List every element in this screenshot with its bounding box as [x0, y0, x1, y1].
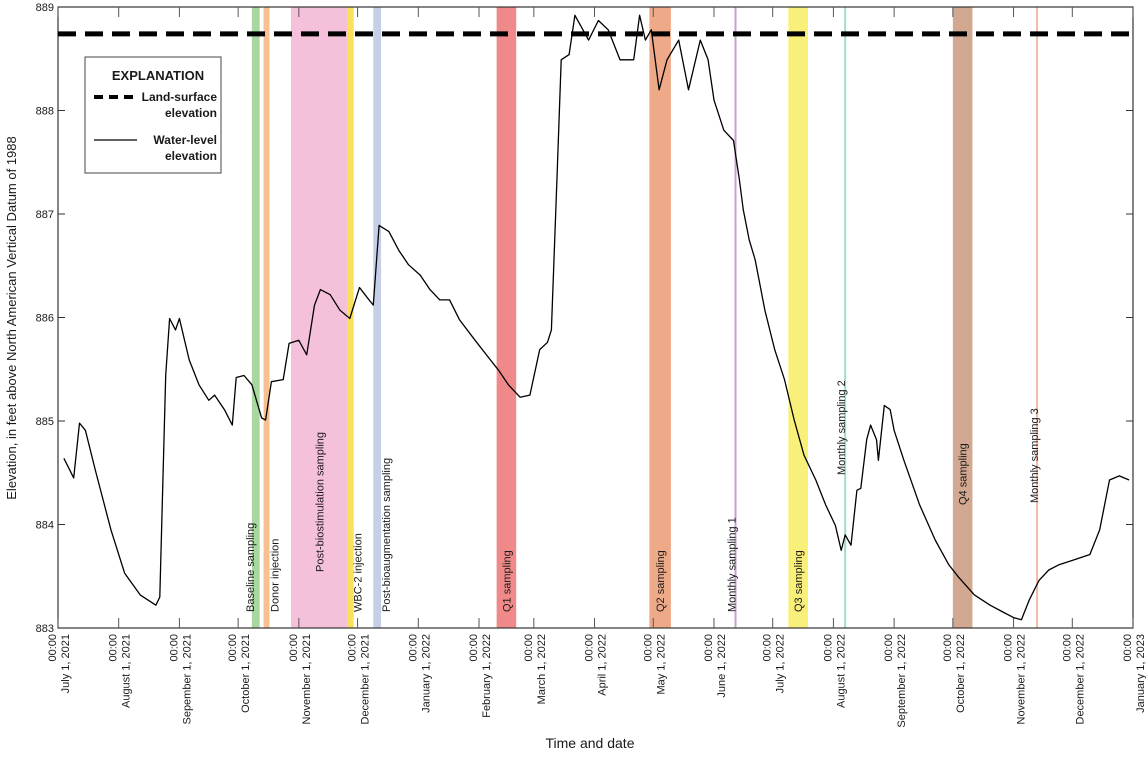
event-label: WBC-2 injection [353, 533, 365, 612]
y-axis-title: Elevation, in feet above North American … [4, 136, 19, 499]
x-tick-label: March 1, 2022 [536, 634, 548, 704]
legend-item-label: elevation [165, 149, 217, 163]
event-label: Q2 sampling [655, 550, 667, 612]
x-tick-label: January 1, 2022 [420, 634, 432, 713]
event-band [649, 7, 671, 628]
event-label: Q1 sampling [501, 550, 513, 612]
x-tick-label: October 1, 2021 [240, 634, 252, 713]
event-band [788, 7, 808, 628]
x-tick-label: June 1, 2022 [716, 634, 728, 698]
x-tick-time: 00:00 [703, 634, 715, 662]
x-tick-label: July 1, 2022 [775, 634, 787, 693]
x-tick-time: 00:00 [227, 634, 239, 662]
x-tick-label: May 1, 2022 [655, 634, 667, 695]
x-tick-label: February 1, 2022 [481, 634, 493, 718]
event-label: Monthly sampling 3 [1029, 408, 1041, 503]
legend-item-label: elevation [165, 106, 217, 120]
event-label: Baseline sampling [245, 523, 257, 612]
event-label: Donor injection [270, 539, 282, 612]
x-tick-time: 00:00 [584, 634, 596, 662]
legend-box [84, 56, 222, 174]
series-layer [58, 14, 1133, 621]
x-tick-time: 00:00 [1003, 634, 1015, 662]
x-tick-time: 00:00 [822, 634, 834, 662]
event-band [291, 7, 348, 628]
event-band [496, 7, 517, 628]
x-axis-title: Time and date [546, 735, 635, 751]
x-tick-label: December 1, 2022 [1074, 634, 1086, 725]
event-label: Q4 sampling [958, 443, 970, 505]
y-tick-label: 883 [36, 623, 54, 635]
y-tick-label: 884 [36, 520, 54, 532]
x-tick-time: 00:00 [168, 634, 180, 662]
x-tick-time: 00:00 [942, 634, 954, 662]
x-tick-time: 00:00 [762, 634, 774, 662]
y-tick-label: 885 [36, 416, 54, 428]
event-band [263, 7, 270, 628]
x-tick-label: November 1, 2021 [301, 634, 313, 725]
y-tick-label: 886 [36, 313, 54, 325]
event-label: Q3 sampling [793, 550, 805, 612]
legend: EXPLANATION Land-surface elevation Water… [84, 56, 222, 174]
event-label: Post-bioaugmentation sampling [381, 458, 393, 612]
x-tick-time: 00:00 [642, 634, 654, 662]
legend-item-label: Water-level [153, 133, 217, 147]
x-tick-time: 00:00 [47, 634, 59, 662]
x-tick-time: 00:00 [468, 634, 480, 662]
y-tick-label: 888 [36, 106, 54, 118]
event-bands [251, 7, 1039, 628]
x-tick-time: 00:00 [1122, 634, 1134, 662]
x-tick-label: January 1, 2023 [1135, 634, 1146, 713]
x-tick-time: 00:00 [288, 634, 300, 662]
y-tick-label: 889 [36, 2, 54, 14]
x-tick-label: April 1, 2022 [597, 634, 609, 696]
y-tick-label: 887 [36, 209, 54, 221]
x-tick-time: 00:00 [108, 634, 120, 662]
x-tick-label: August 1, 2022 [835, 634, 847, 708]
event-band [952, 7, 973, 628]
x-tick-label: August 1, 2021 [121, 634, 133, 708]
x-tick-time: 00:00 [523, 634, 535, 662]
legend-item-label: Land-surface [142, 90, 218, 104]
x-tick-label: November 1, 2022 [1016, 634, 1028, 725]
event-band [373, 7, 382, 628]
event-label: Monthly sampling 2 [836, 380, 848, 475]
event-labels: Baseline sampling Donor injection Post-bio… [245, 380, 1041, 612]
x-tick-label: July 1, 2021 [60, 634, 72, 693]
water-level-line [63, 14, 1130, 621]
event-label: Post-biostimulation sampling [314, 432, 326, 572]
event-label: Monthly sampling 1 [727, 517, 739, 612]
legend-title: EXPLANATION [112, 68, 204, 83]
x-tick-time: 00:00 [883, 634, 895, 662]
x-tick-label: October 1, 2022 [955, 634, 967, 713]
x-tick-time: 00:00 [347, 634, 359, 662]
x-tick-time: 00:00 [1061, 634, 1073, 662]
x-tick-label: December 1, 2021 [360, 634, 372, 725]
x-tick-label: Sepember 1, 2021 [181, 634, 193, 725]
x-tick-time: 00:00 [407, 634, 419, 662]
event-band [251, 7, 260, 628]
x-tick-label: September 1, 2022 [896, 634, 908, 728]
